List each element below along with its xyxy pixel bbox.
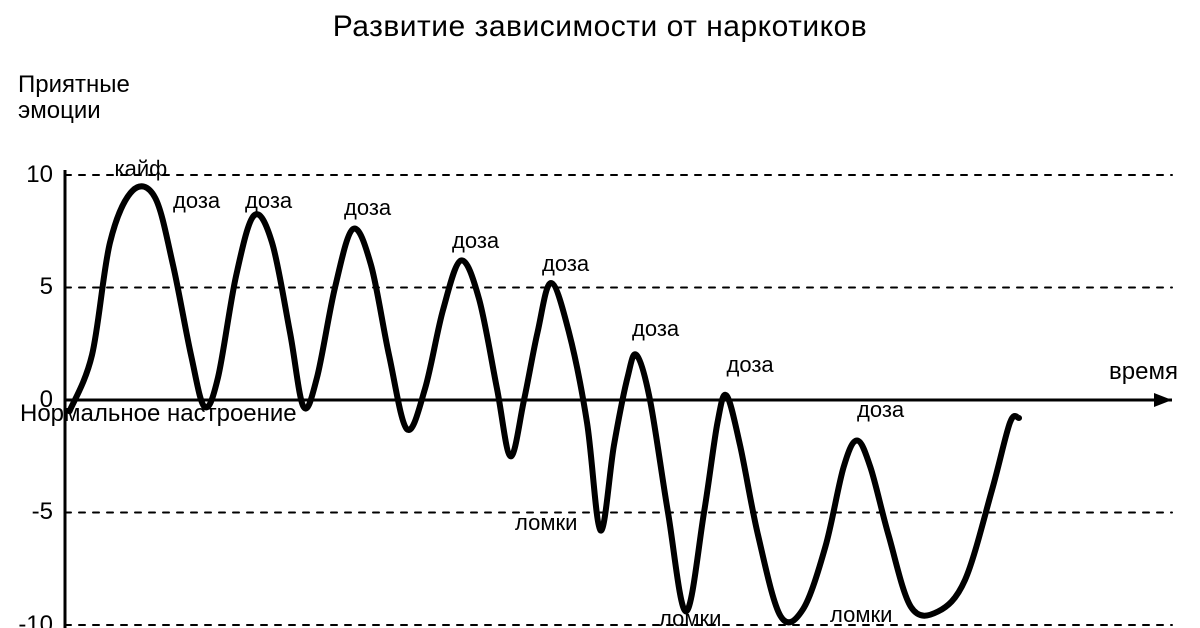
y-axis-label: Приятные эмоции [18, 72, 130, 125]
chart-title: Развитие зависимости от наркотиков [0, 10, 1200, 44]
annotation-6: доза [632, 316, 679, 342]
annotation-1: доза [173, 188, 220, 214]
ytick-5: 5 [0, 273, 53, 301]
annotation-7: доза [727, 352, 774, 378]
annotation-10: ломки [659, 606, 721, 628]
ytick--5: -5 [0, 498, 53, 526]
annotation-8: доза [857, 397, 904, 423]
ytick-0: 0 [0, 386, 53, 414]
annotation-3: доза [344, 195, 391, 221]
annotation-5: доза [542, 251, 589, 277]
chart-stage: Развитие зависимости от наркотиков Прият… [0, 0, 1200, 628]
ytick--10: -10 [0, 611, 53, 628]
annotation-4: доза [452, 228, 499, 254]
annotation-9: ломки [515, 510, 577, 536]
chart-svg [0, 0, 1200, 628]
annotation-2: доза [245, 188, 292, 214]
ytick-10: 10 [0, 161, 53, 189]
x-axis-label: время [1109, 358, 1178, 386]
annotation-0: кайф [115, 156, 168, 182]
baseline-label: Нормальное настроение [20, 400, 297, 428]
annotation-11: ломки [830, 602, 892, 628]
